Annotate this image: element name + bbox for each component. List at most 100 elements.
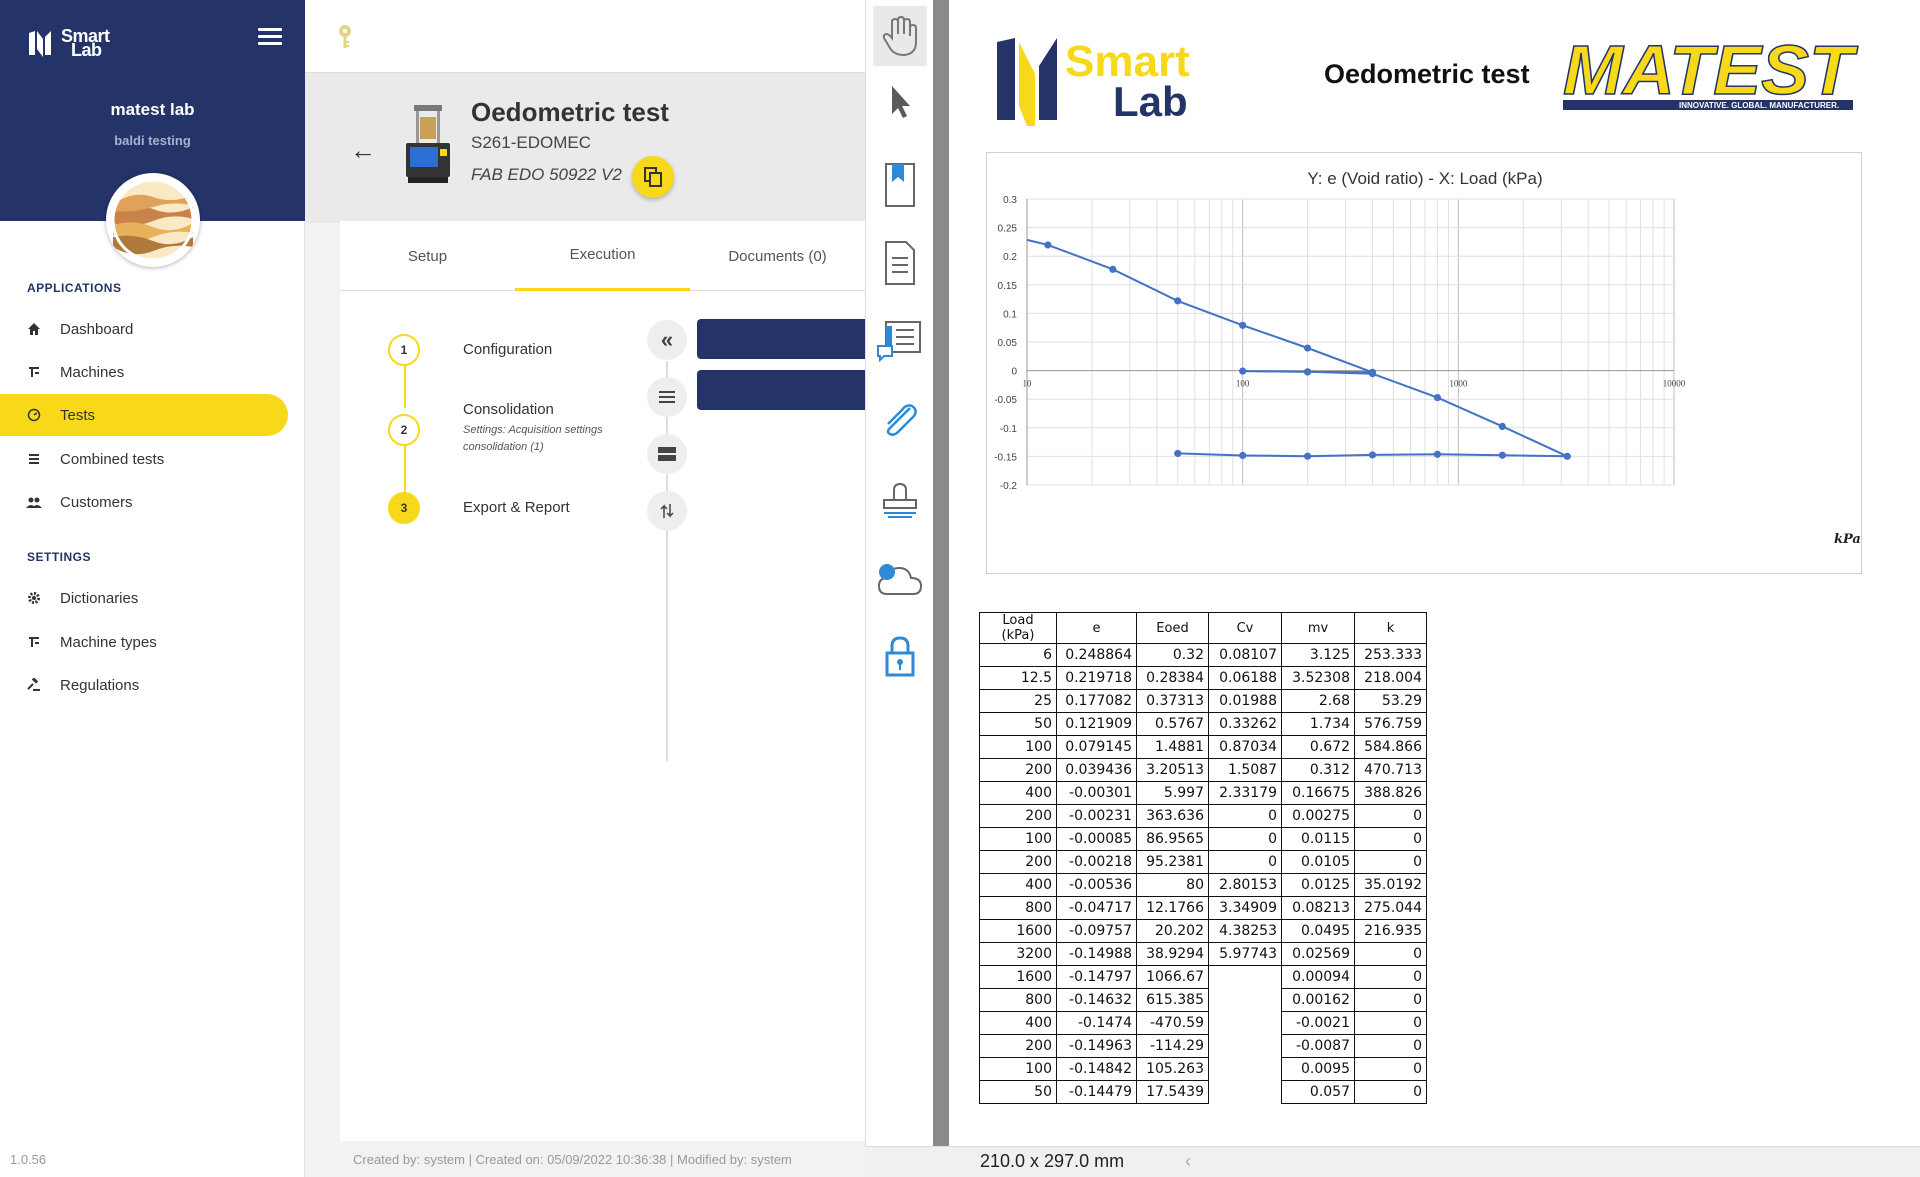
hand-tool-button[interactable] [873,6,927,66]
table-cell: -0.14842 [1056,1057,1137,1081]
data-point [1368,451,1377,459]
sidebar-item-dashboard[interactable]: Dashboard [0,308,288,350]
table-cell: 0.08107 [1208,643,1282,667]
step-2-circle[interactable]: 2 [388,414,420,446]
table-row: 200 -0.14963 -114.29 -0.0087 0 [979,1034,1427,1058]
sidebar-item-dictionaries[interactable]: Dictionaries [0,577,288,619]
table-cell: 0 [1354,965,1427,989]
x-tick-label: 1000 [1449,379,1468,389]
stamp-button[interactable] [873,470,927,530]
chevron-left-icon[interactable]: ‹ [1185,1151,1191,1171]
avatar[interactable] [106,173,200,267]
sidebar-item-tests[interactable]: Tests [0,394,288,436]
copy-button[interactable] [632,156,674,198]
table-cell: 200 [979,758,1057,782]
y-tick-label: -0.2 [1000,481,1018,492]
table-rows-icon [658,447,676,461]
test-detail-panel: ← Oedometric test S261-EDOMEC FAB EDO 50… [305,0,865,1177]
y-tick-label: 0.2 [1003,252,1017,263]
test-header: ← Oedometric test S261-EDOMEC FAB EDO 50… [305,73,865,223]
bookmarks-button[interactable] [873,155,927,215]
tab-setup[interactable]: Setup [407,247,448,265]
table-header-cell: Cv [1208,612,1282,644]
y-tick-label: 0.3 [1003,195,1017,206]
app-version: 1.0.56 [10,1152,47,1167]
step-1-circle[interactable]: 1 [388,334,420,366]
report-title: Oedometric test [1324,59,1530,89]
table-row: 400 -0.00301 5.997 2.33179 0.16675 388.826 [979,781,1427,805]
sidebar-item-regulations[interactable]: Regulations [0,664,288,706]
menu-icon[interactable] [258,28,282,48]
cloud-button[interactable] [873,548,927,608]
table-cell: -0.14632 [1056,988,1137,1012]
test-fab-label: FAB EDO 50922 V2 [471,165,622,184]
back-arrow-icon[interactable]: ← [350,135,376,165]
table-row: 200 0.039436 3.20513 1.5087 0.312 470.713 [979,758,1427,782]
table-cell: -0.0087 [1281,1034,1355,1058]
copy-icon [644,167,662,187]
sidebar-item-label: Machines [60,363,125,381]
table-cell: 2.68 [1281,689,1355,713]
data-point [1044,241,1052,249]
table-cell: -0.14797 [1056,965,1137,989]
step-3-circle[interactable]: 3 [388,492,420,524]
test-card: Setup Execution Documents (0) 1 Configur… [340,221,865,1141]
table-cell: 95.2381 [1136,850,1209,874]
smartlab-logo[interactable]: Smart Lab [27,26,110,60]
step-configuration-label[interactable]: Configuration [463,341,553,358]
table-cell: -114.29 [1136,1034,1209,1058]
tab-execution[interactable]: Execution [515,221,690,291]
table-cell: 0 [1208,850,1282,874]
action-bar-secondary[interactable] [697,370,865,410]
list-view-button[interactable] [647,377,687,417]
table-row: 400 -0.00536 80 2.80153 0.0125 35.0192 [979,873,1427,897]
data-point [1174,297,1182,305]
tab-documents[interactable]: Documents (0) [728,247,827,265]
select-tool-button[interactable] [873,72,927,132]
step-export-report-label[interactable]: Export & Report [463,499,570,516]
sidebar-item-combined-tests[interactable]: Combined tests [0,438,288,480]
table-header-cell: e [1056,612,1137,644]
y-tick-label: 0.15 [998,281,1018,292]
table-cell [1208,1011,1282,1035]
table-cell: 53.29 [1354,689,1427,713]
table-row: 100 -0.14842 105.263 0.0095 0 [979,1057,1427,1081]
table-cell: 3.125 [1281,643,1355,667]
table-cell: 0.87034 [1208,735,1282,759]
table-cell: 50 [979,1080,1057,1104]
gear-icon [26,590,42,606]
table-cell: -0.14988 [1056,942,1137,966]
action-bar-primary[interactable] [697,319,865,359]
table-cell: 25 [979,689,1057,713]
collapse-button[interactable]: « [647,320,687,360]
sidebar-item-machine-types[interactable]: Machine types [0,621,288,663]
smartlab-report-logo: Smart Lab [997,37,1190,126]
data-point [1239,321,1247,329]
table-row: 25 0.177082 0.37313 0.01988 2.68 53.29 [979,689,1427,713]
table-cell: 400 [979,781,1057,805]
comments-button[interactable] [873,310,927,370]
step-consolidation-label[interactable]: Consolidation [463,401,554,418]
table-cell: 0.32 [1136,643,1209,667]
document-button[interactable] [873,233,927,293]
sidebar-item-label: Combined tests [60,450,165,468]
table-cell: 3200 [979,942,1057,966]
data-point [1368,370,1377,378]
sidebar-item-customers[interactable]: Customers [0,481,288,523]
attachments-button[interactable] [873,390,927,450]
sort-button[interactable] [647,491,687,531]
security-button[interactable] [873,626,927,686]
table-cell: 100 [979,827,1057,851]
applications-section-label: APPLICATIONS [27,281,122,295]
key-icon[interactable] [335,24,355,50]
table-cell: 0.0105 [1281,850,1355,874]
table-cell: 216.935 [1354,919,1427,943]
sidebar-item-machines[interactable]: Machines [0,351,288,393]
table-cell: 50 [979,712,1057,736]
table-cell: 0.01988 [1208,689,1282,713]
table-cell: -0.00218 [1056,850,1137,874]
split-view-button[interactable] [647,434,687,474]
table-cell: 615.385 [1136,988,1209,1012]
table-cell [1208,988,1282,1012]
table-cell: 12.1766 [1136,896,1209,920]
